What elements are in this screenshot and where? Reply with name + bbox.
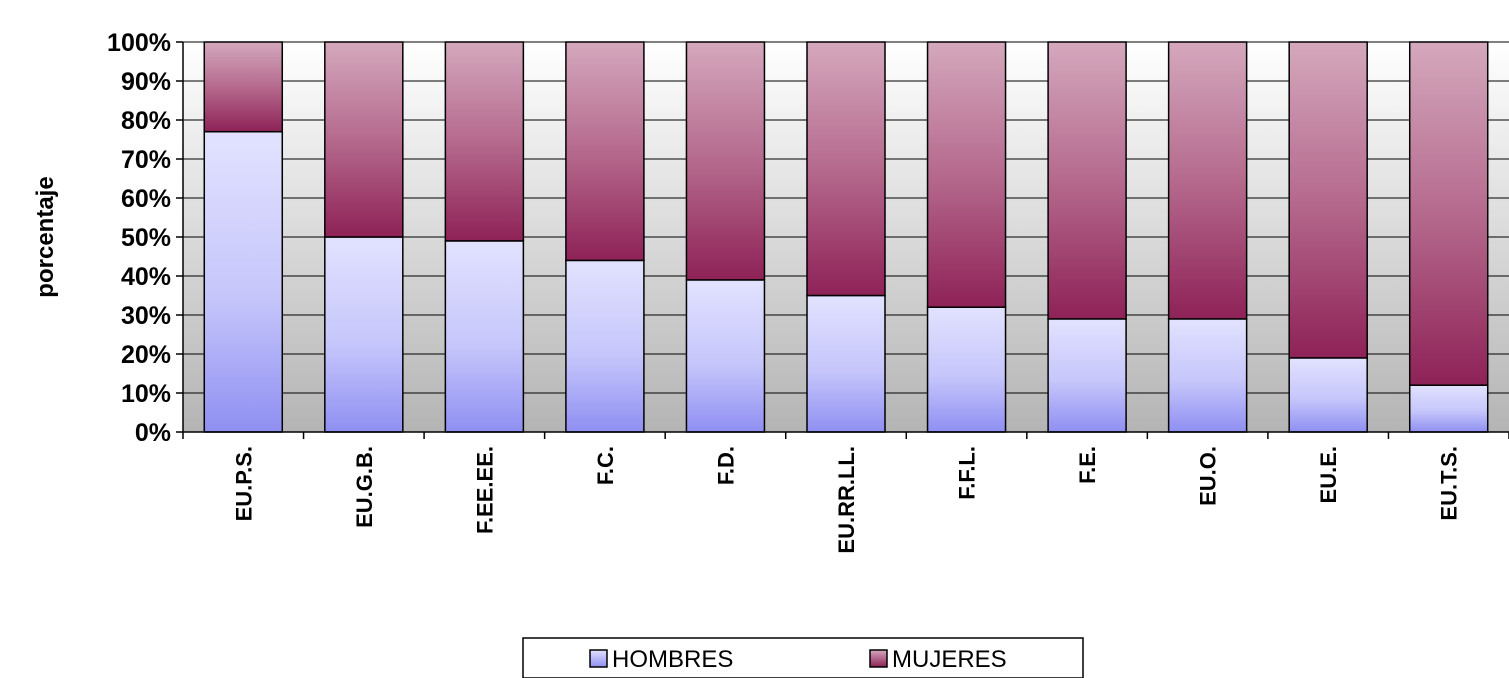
x-category-label: EU.O. — [1196, 446, 1221, 506]
y-tick-label: 50% — [121, 224, 171, 252]
bar-segment-hombres — [1167, 318, 1248, 433]
bars — [203, 41, 1489, 433]
legend-swatch-hombres — [589, 649, 608, 668]
bar-segment-mujeres — [1288, 41, 1368, 359]
bar-segment-hombres — [1408, 384, 1489, 433]
x-axis-ticks — [182, 432, 1509, 439]
bar-segment-hombres — [926, 306, 1007, 433]
bar-segment-mujeres — [1167, 41, 1248, 320]
x-category-label: F.D. — [713, 446, 738, 485]
legend: HOMBRES MUJERES — [522, 637, 1084, 678]
bar-segment-mujeres — [324, 41, 404, 238]
x-category-label: EU.E. — [1316, 446, 1341, 503]
bar-segment-hombres — [203, 130, 284, 433]
y-tick-label: 100% — [107, 29, 171, 57]
y-tick-label: 30% — [121, 302, 171, 330]
bar-segment-hombres — [324, 236, 404, 433]
bar-segment-hombres — [1288, 357, 1368, 433]
legend-label-mujeres: MUJERES — [892, 646, 1007, 673]
y-axis-ticks: 0% 10% 20% 30% 40% 50% 60% 70% 80% 90% 100% — [107, 29, 183, 447]
bar-segment-mujeres — [1047, 41, 1127, 320]
y-tick-label: 20% — [121, 341, 171, 369]
x-category-label: EU.RR.LL. — [834, 446, 859, 554]
bar-segment-mujeres — [203, 41, 284, 133]
x-category-label: F.F.L. — [955, 446, 980, 500]
bar-segment-mujeres — [1408, 41, 1489, 386]
x-category-label: F.EE.EE. — [472, 446, 497, 534]
y-tick-label: 40% — [121, 263, 171, 291]
bar-segment-mujeres — [444, 41, 525, 242]
y-tick-label: 80% — [121, 107, 171, 135]
y-tick-label: 70% — [121, 146, 171, 174]
y-tick-label: 0% — [135, 419, 171, 447]
bar-segment-hombres — [565, 259, 645, 433]
legend-swatch-mujeres — [869, 649, 888, 668]
x-category-label: F.C. — [593, 446, 618, 485]
legend-label-hombres: HOMBRES — [612, 646, 733, 673]
legend-box — [522, 637, 1084, 678]
bar-segment-mujeres — [565, 41, 645, 262]
bar-segment-mujeres — [806, 41, 886, 297]
bar-segment-mujeres — [926, 41, 1007, 308]
x-category-label: EU.G.B. — [352, 446, 377, 528]
y-tick-label: 10% — [121, 380, 171, 408]
bar-segment-hombres — [806, 294, 886, 433]
x-category-label: EU.P.S. — [231, 446, 256, 521]
bar-segment-hombres — [444, 240, 525, 433]
y-axis-title: porcentaje — [32, 176, 59, 297]
y-tick-label: 90% — [121, 68, 171, 96]
x-category-label: F.E. — [1075, 446, 1100, 484]
bar-segment-hombres — [1047, 318, 1127, 433]
bar-segment-mujeres — [685, 41, 766, 281]
y-tick-label: 60% — [121, 185, 171, 213]
x-axis-labels: EU.P.S. EU.G.B. F.EE.EE. F.C. F.D. EU.RR.LL. F… — [231, 446, 1461, 554]
bar-segment-hombres — [685, 279, 766, 433]
x-category-label: EU.T.S. — [1437, 446, 1462, 521]
